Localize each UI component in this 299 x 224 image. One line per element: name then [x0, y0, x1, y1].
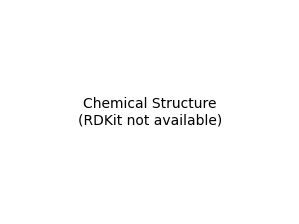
Text: Chemical Structure
(RDKit not available): Chemical Structure (RDKit not available): [78, 97, 222, 127]
